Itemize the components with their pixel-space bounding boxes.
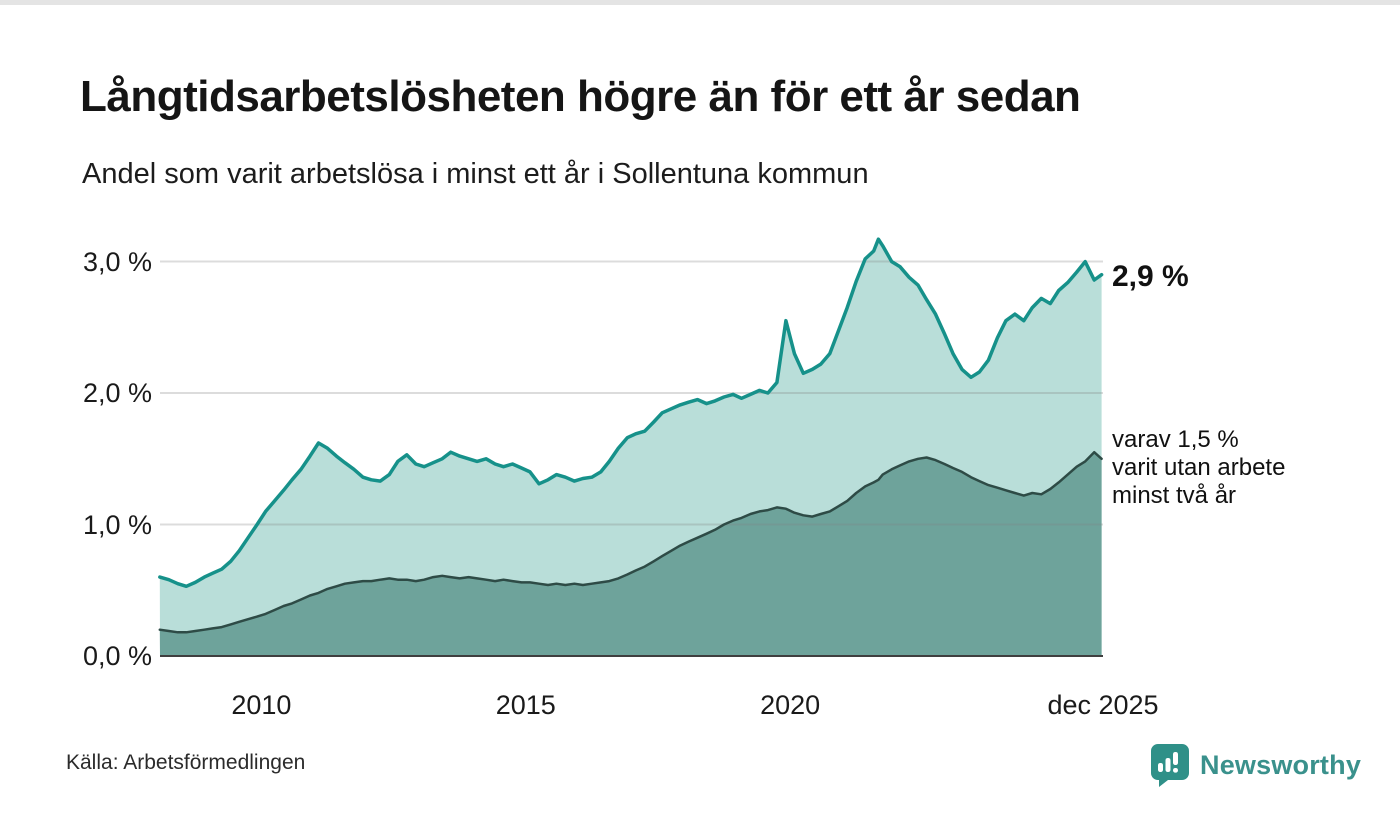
series-end-label-one-year: 2,9 % [1112, 260, 1189, 293]
y-axis-tick-label: 2,0 % [82, 378, 152, 409]
page-title: Långtidsarbetslösheten högre än för ett … [80, 72, 1081, 121]
y-axis-tick-label: 0,0 % [82, 641, 152, 671]
line-varav-utan-arbete-minst-två-år [158, 450, 1103, 634]
newsworthy-logo-text: Newsworthy [1200, 749, 1362, 780]
source-note: Källa: Arbetsförmedlingen [66, 751, 306, 774]
newsworthy-logo: Newsworthy [1148, 742, 1361, 788]
y-axis-tick-label: 3,0 % [82, 246, 152, 277]
top-divider [0, 0, 1400, 5]
area-varav-utan-arbete-minst-två-år [159, 452, 1102, 656]
x-axis-tick-label: 2015 [495, 690, 556, 720]
x-axis-tick-label: 2020 [760, 690, 821, 720]
newsworthy-logo-icon [1151, 744, 1189, 787]
x-axis-tick-label: dec 2025 [1047, 690, 1159, 720]
logo-bar-icon [1165, 758, 1171, 772]
series-end-label-line: varit utan arbete [1112, 454, 1286, 481]
logo-exclamation-dot-icon [1173, 768, 1178, 773]
series-end-label-line: minst två år [1112, 482, 1237, 509]
page-subtitle: Andel som varit arbetslösa i minst ett å… [82, 158, 869, 190]
line-arbetslösa-minst-ett-år [158, 237, 1104, 589]
x-axis-tick-label: 2010 [231, 690, 292, 720]
logo-bar-icon [1158, 763, 1163, 772]
logo-exclamation-icon [1173, 752, 1178, 765]
y-axis-tick-label: 1,0 % [82, 509, 152, 540]
series-end-label-two-years: varav 1,5 % varit utan arbete minst två … [1112, 426, 1285, 510]
series-end-label-line: varav 1,5 % [1112, 426, 1239, 453]
